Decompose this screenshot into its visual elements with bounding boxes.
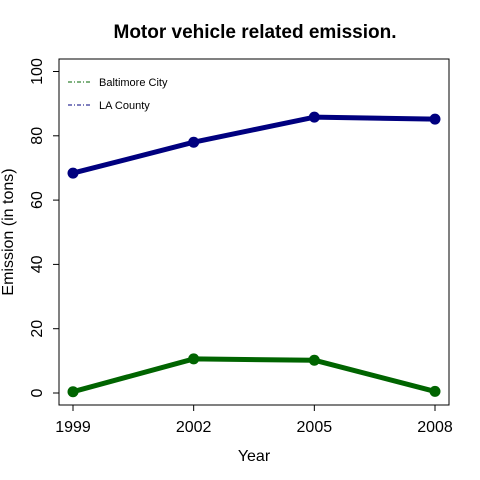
y-tick-label: 20: [29, 320, 46, 338]
y-tick-label: 80: [29, 127, 46, 145]
series-la-county: [67, 111, 441, 179]
x-axis-label: Year: [238, 448, 271, 465]
y-tick-label: 100: [29, 58, 46, 85]
data-point: [429, 385, 441, 397]
legend-label: LA County: [99, 100, 150, 112]
series-layer: [67, 111, 441, 398]
data-point: [188, 136, 200, 148]
data-point: [67, 167, 79, 179]
y-tick-label: 0: [29, 388, 46, 397]
legend-item: Baltimore City: [68, 77, 168, 89]
x-tick-label: 2008: [417, 419, 453, 436]
legend: Baltimore City LA County: [68, 77, 168, 112]
chart-title: Motor vehicle related emission.: [114, 22, 397, 43]
series-line: [70, 114, 438, 176]
series-baltimore-city: [67, 353, 441, 398]
x-tick-label: 1999: [55, 419, 91, 436]
x-tick-label: 2005: [297, 419, 333, 436]
data-point: [67, 386, 79, 398]
series-line: [70, 356, 438, 395]
data-point: [429, 113, 441, 125]
legend-item: LA County: [68, 100, 150, 112]
x-axis: 1999 2002 2005 2008: [55, 404, 453, 436]
y-tick-label: 60: [29, 191, 46, 209]
data-point: [188, 353, 200, 365]
legend-label: Baltimore City: [99, 77, 168, 89]
data-point: [308, 354, 320, 366]
x-tick-label: 2002: [176, 419, 212, 436]
y-axis: 0 20 40 60 80 100: [29, 58, 60, 397]
y-tick-label: 40: [29, 255, 46, 273]
y-axis-label: Emission (in tons): [0, 168, 17, 295]
data-point: [308, 111, 320, 123]
